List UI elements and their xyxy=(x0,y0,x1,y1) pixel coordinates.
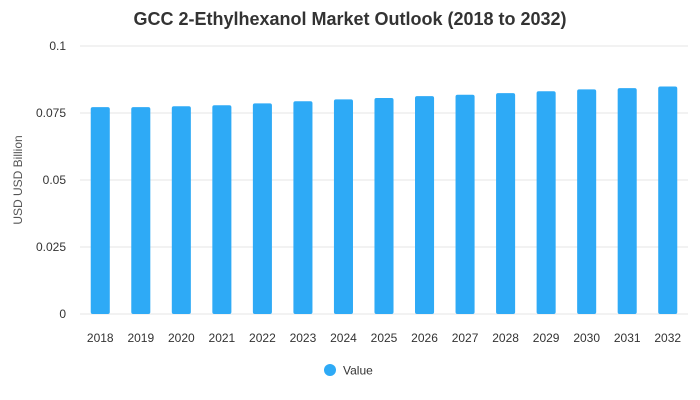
x-tick-label: 2027 xyxy=(452,331,479,345)
bar-2025 xyxy=(374,97,394,315)
y-axis-ticks: 0 0.025 0.05 0.075 0.1 xyxy=(36,39,66,321)
x-tick-label: 2026 xyxy=(411,331,438,345)
y-tick-label: 0 xyxy=(59,307,66,321)
bar-series xyxy=(90,86,678,315)
bar-2031 xyxy=(617,88,637,314)
y-tick-label: 0.075 xyxy=(36,106,66,120)
x-tick-label: 2031 xyxy=(614,331,641,345)
legend: Value xyxy=(324,364,373,378)
y-axis-label: USD USD Billion xyxy=(11,135,25,224)
bar-2023 xyxy=(293,101,313,315)
bar-2027 xyxy=(455,94,475,314)
y-tick-label: 0.1 xyxy=(49,39,66,53)
x-tick-label: 2022 xyxy=(249,331,276,345)
bar-2020 xyxy=(171,106,191,314)
x-tick-label: 2025 xyxy=(371,331,398,345)
legend-label-value: Value xyxy=(343,364,373,378)
bar-2018 xyxy=(90,107,110,314)
x-axis-ticks: 2018 2019 2020 2021 2022 2023 2024 2025 2026 2027… xyxy=(87,331,681,345)
legend-swatch-value xyxy=(324,364,336,376)
y-tick-label: 0.05 xyxy=(43,173,67,187)
chart-title: GCC 2-Ethylhexanol Market Outlook (2018 … xyxy=(133,9,566,29)
x-tick-label: 2032 xyxy=(654,331,681,345)
x-tick-label: 2018 xyxy=(87,331,114,345)
x-tick-label: 2029 xyxy=(533,331,560,345)
bar-2019 xyxy=(131,107,151,314)
x-tick-label: 2021 xyxy=(209,331,236,345)
x-tick-label: 2030 xyxy=(573,331,600,345)
bar-2028 xyxy=(496,93,516,314)
x-tick-label: 2024 xyxy=(330,331,357,345)
x-tick-label: 2019 xyxy=(127,331,154,345)
x-tick-label: 2023 xyxy=(290,331,317,345)
x-tick-label: 2028 xyxy=(492,331,519,345)
bar-2032 xyxy=(658,86,678,314)
y-tick-label: 0.025 xyxy=(36,240,66,254)
bar-2030 xyxy=(577,89,597,314)
bar-2024 xyxy=(333,99,353,314)
x-tick-label: 2020 xyxy=(168,331,195,345)
bar-2022 xyxy=(252,103,272,314)
bar-2026 xyxy=(415,96,435,315)
bar-2021 xyxy=(212,105,232,314)
bar-2029 xyxy=(536,91,556,314)
